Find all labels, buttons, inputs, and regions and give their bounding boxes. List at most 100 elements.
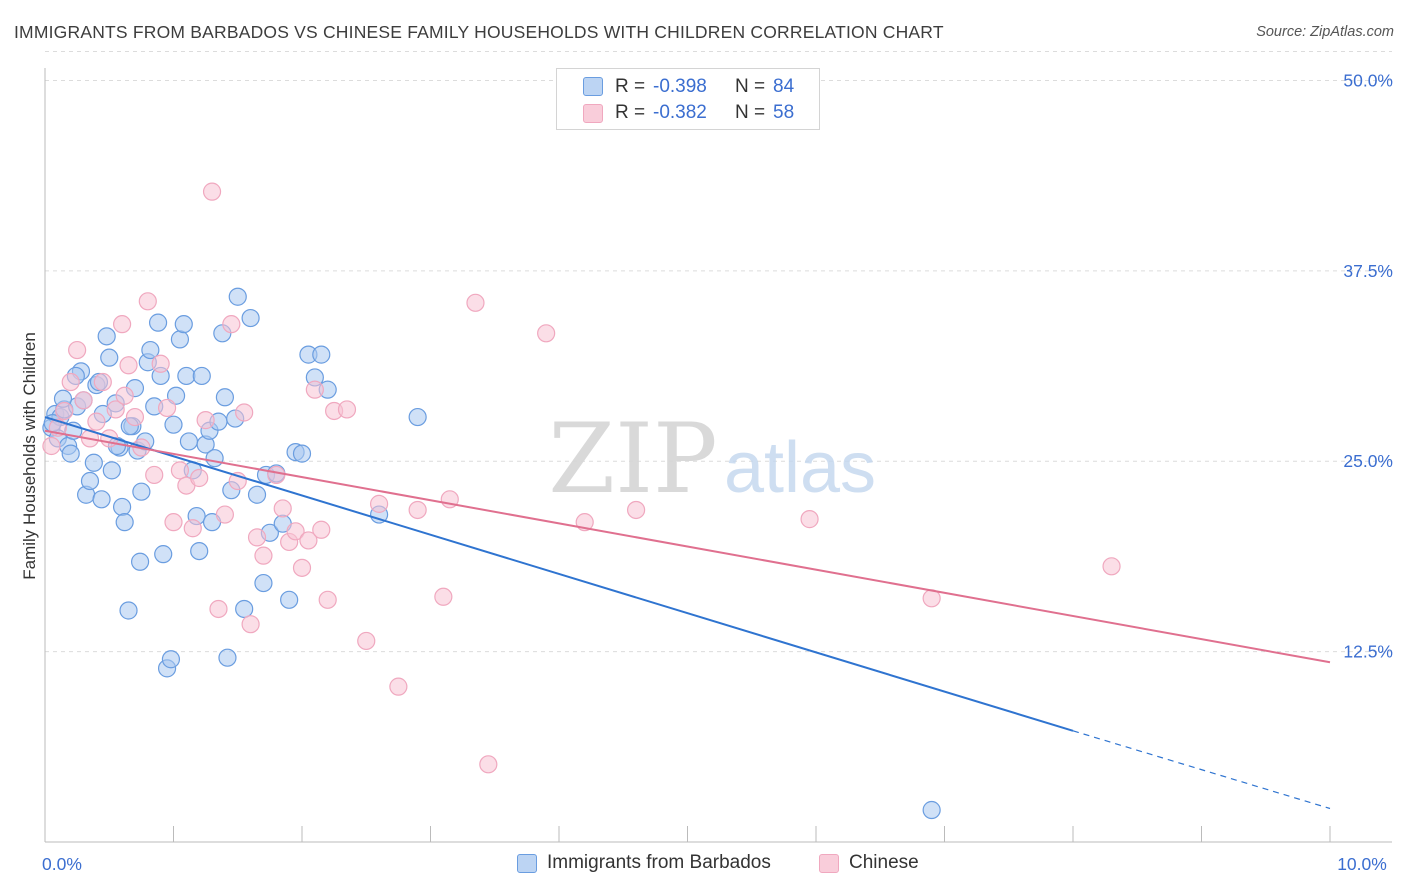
grid: [45, 51, 1392, 653]
point-barbados: [174, 315, 193, 334]
point-barbados: [154, 545, 173, 564]
point-barbados: [215, 388, 234, 407]
legend-r-label: R =: [615, 102, 646, 123]
point-chinese: [254, 546, 273, 565]
point-barbados: [132, 482, 151, 501]
point-chinese: [337, 400, 357, 419]
point-barbados: [61, 444, 80, 463]
point-chinese: [170, 461, 190, 480]
source-label: Source: ZipAtlas.com: [1256, 24, 1394, 40]
watermark-zip: ZIP: [548, 403, 717, 515]
point-chinese: [370, 494, 389, 513]
point-chinese: [247, 528, 267, 547]
legend-n-value: 84: [773, 76, 795, 97]
point-chinese: [235, 403, 254, 422]
point-chinese: [286, 522, 305, 541]
chart-title: IMMIGRANTS FROM BARBADOS VS CHINESE FAMI…: [14, 22, 944, 42]
point-barbados: [190, 541, 209, 561]
point-barbados: [161, 650, 181, 669]
point-chinese: [408, 500, 427, 520]
point-barbados: [218, 648, 237, 667]
point-barbados: [241, 308, 260, 328]
point-chinese: [138, 292, 157, 311]
point-chinese: [190, 468, 209, 488]
legend-swatch-chinese: [819, 853, 839, 873]
point-chinese: [115, 386, 134, 405]
point-chinese: [87, 412, 106, 431]
watermark-atlas: atlas: [724, 428, 876, 508]
point-chinese: [202, 182, 222, 201]
point-chinese: [626, 500, 646, 520]
point-chinese: [93, 372, 112, 392]
y-tick-label: 50.0%: [1343, 70, 1393, 90]
point-chinese: [215, 505, 234, 524]
point-barbados: [115, 513, 134, 532]
point-barbados: [280, 590, 299, 609]
y-tick-label: 12.5%: [1343, 642, 1393, 662]
point-chinese: [800, 510, 819, 529]
point-chinese: [183, 519, 202, 538]
trendline-chinese: [44, 429, 1331, 664]
point-chinese: [61, 372, 80, 392]
point-barbados: [177, 366, 196, 386]
legend-n-label: N =: [735, 102, 766, 123]
point-chinese: [537, 324, 556, 343]
point-chinese: [74, 391, 93, 410]
trendline-barbados-extension: [1072, 730, 1331, 810]
legend-item-chinese[interactable]: Chinese: [819, 852, 919, 874]
series-chinese-points: [42, 182, 1121, 774]
point-chinese: [106, 400, 125, 419]
x-tick-label: 0.0%: [42, 854, 82, 874]
legend-swatch-barbados: [517, 853, 537, 873]
legend-r-value: -0.382: [653, 102, 707, 123]
point-chinese: [466, 293, 485, 312]
legend-r-label: R =: [615, 76, 646, 97]
point-barbados: [92, 490, 111, 509]
point-chinese: [299, 531, 318, 550]
point-barbados: [130, 552, 150, 571]
tick-labels: 12.5% 25.0% 37.5% 50.0% 0.0% 10.0%: [42, 70, 1393, 874]
trendline-barbados: [44, 416, 1074, 732]
point-barbados: [84, 453, 103, 472]
point-chinese: [151, 354, 170, 373]
point-chinese: [305, 380, 324, 399]
point-barbados: [97, 327, 116, 346]
point-barbados: [235, 599, 254, 619]
point-chinese: [196, 411, 215, 430]
point-barbados: [179, 432, 199, 451]
point-barbados: [408, 407, 427, 427]
legend-series: Immigrants from Barbados Chinese: [0, 852, 1406, 878]
point-barbados: [170, 330, 190, 349]
legend-item-barbados[interactable]: Immigrants from Barbados: [517, 852, 771, 874]
legend-stats: R = -0.398 N = 84 R = -0.382 N = 58: [556, 68, 820, 130]
point-chinese: [318, 590, 337, 609]
point-chinese: [209, 599, 228, 619]
point-barbados: [922, 800, 941, 820]
point-barbados: [102, 461, 121, 480]
y-tick-label: 37.5%: [1343, 261, 1393, 281]
point-chinese: [357, 631, 376, 651]
axes: [44, 68, 1392, 843]
point-barbados: [247, 485, 267, 504]
watermark: ZIP atlas: [548, 403, 876, 515]
legend-row-chinese: R = -0.382 N = 58: [615, 101, 794, 125]
point-chinese: [125, 407, 145, 427]
point-chinese: [434, 587, 453, 606]
point-chinese: [157, 398, 177, 418]
point-chinese: [112, 315, 132, 334]
legend-swatch-chinese: [583, 104, 603, 123]
point-chinese: [267, 465, 286, 485]
legend-row-barbados: R = -0.398 N = 84: [615, 75, 794, 99]
point-barbados: [80, 471, 100, 491]
point-barbados: [100, 348, 119, 367]
x-tick-label: 10.0%: [1337, 854, 1387, 874]
point-barbados: [312, 345, 331, 364]
legend-label-barbados: Immigrants from Barbados: [547, 852, 771, 873]
point-chinese: [145, 465, 164, 485]
legend-r-value: -0.398: [653, 76, 707, 97]
point-barbados: [192, 366, 211, 386]
point-chinese: [119, 356, 138, 375]
point-chinese: [222, 315, 241, 334]
point-barbados: [254, 573, 273, 593]
